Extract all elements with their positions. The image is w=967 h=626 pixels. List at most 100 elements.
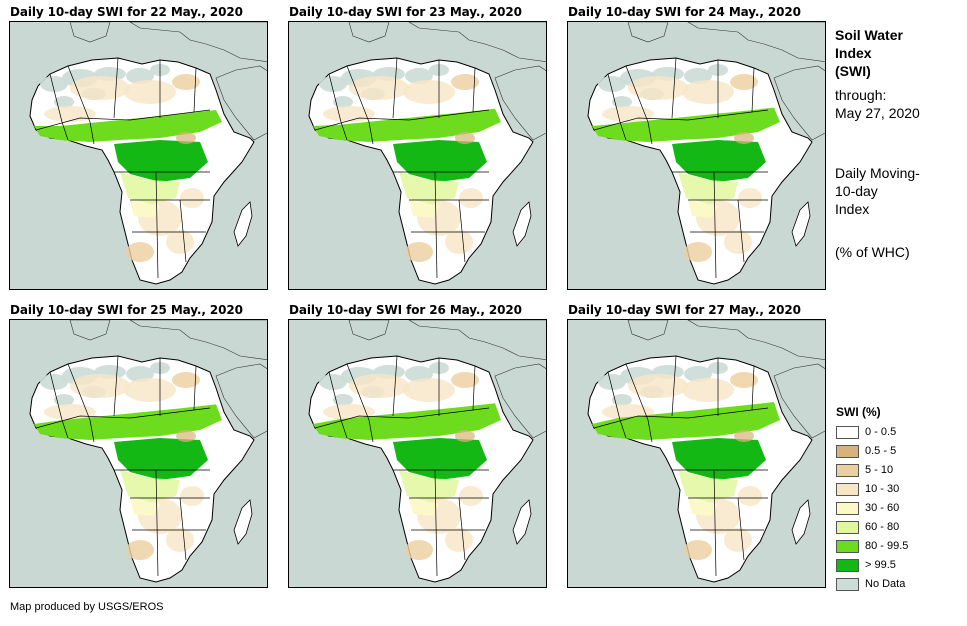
no-data-area xyxy=(612,96,632,108)
country-border xyxy=(61,419,69,439)
madagascar xyxy=(512,201,532,247)
map-panel-6 xyxy=(567,319,826,588)
map-panel-5 xyxy=(288,319,547,588)
dry-soil-area xyxy=(451,74,479,90)
moist-zone xyxy=(399,470,459,502)
dry-soil-area xyxy=(405,242,433,262)
dry-soil-area xyxy=(682,80,734,104)
africa-map xyxy=(308,320,546,583)
legend-label: No Data xyxy=(865,578,906,590)
no-data-area xyxy=(54,96,74,108)
country-border xyxy=(472,67,476,113)
country-border xyxy=(155,171,159,279)
wet-band xyxy=(592,402,780,440)
arabia-land xyxy=(494,65,546,141)
map-credit: Map produced by USGS/EROS xyxy=(10,601,164,613)
legend-swatch xyxy=(836,464,859,477)
country-border xyxy=(368,121,374,145)
description-line: 10-day xyxy=(835,183,878,199)
europe-land xyxy=(408,320,546,361)
dry-soil-area xyxy=(628,374,688,398)
madagascar xyxy=(512,499,532,545)
through-date: May 27, 2020 xyxy=(835,105,920,121)
madagascar xyxy=(791,201,811,247)
country-border xyxy=(113,355,119,417)
arabia-land xyxy=(215,65,267,141)
country-border xyxy=(619,121,627,141)
legend-label: > 99.5 xyxy=(865,559,896,571)
country-border xyxy=(458,199,466,263)
country-border xyxy=(368,419,374,443)
dry-soil-area xyxy=(166,528,194,552)
country-border xyxy=(35,407,211,429)
country-border xyxy=(49,371,63,421)
dry-soil-area xyxy=(126,242,154,262)
legend-label: 10 - 30 xyxy=(865,483,900,495)
country-border xyxy=(619,419,627,439)
congo-wet-zone xyxy=(114,438,208,480)
legend-swatch xyxy=(836,559,859,572)
legend-title: SWI (%) xyxy=(836,405,881,419)
congo-wet-zone xyxy=(114,140,208,182)
dry-soil-area xyxy=(684,540,712,560)
dry-soil-area xyxy=(176,430,196,442)
dry-soil-area xyxy=(455,132,475,144)
europe-land xyxy=(687,320,825,361)
country-border xyxy=(328,371,342,421)
index-title-line: (SWI) xyxy=(835,63,871,79)
country-border xyxy=(340,121,348,141)
dry-soil-area xyxy=(724,230,752,254)
no-data-area xyxy=(54,394,74,406)
dry-soil-area xyxy=(730,74,758,90)
no-data-area xyxy=(612,394,632,406)
moderate-zone xyxy=(688,498,718,516)
country-border xyxy=(340,419,348,439)
country-border xyxy=(458,497,466,561)
panel-title-2: Daily 10-day SWI for 23 May., 2020 xyxy=(289,5,522,19)
no-data-area xyxy=(126,366,154,382)
moderate-zone xyxy=(130,498,160,516)
moderate-zone xyxy=(688,200,718,218)
dry-soil-area xyxy=(44,106,96,122)
country-border xyxy=(625,65,649,123)
africa-map xyxy=(29,22,267,285)
europe-land xyxy=(129,320,267,361)
dry-soil-area xyxy=(602,106,654,122)
no-data-area xyxy=(598,374,626,390)
country-border xyxy=(751,67,755,113)
arabia-land xyxy=(773,65,825,141)
map-panel-3 xyxy=(567,21,826,290)
dry-soil-area xyxy=(682,378,734,402)
country-border xyxy=(593,109,769,131)
legend-label: 0 - 0.5 xyxy=(865,426,897,438)
dry-soil-area xyxy=(451,372,479,388)
dry-soil-area xyxy=(124,80,176,104)
country-border xyxy=(472,365,476,411)
moist-zone xyxy=(120,470,180,502)
dry-soil-area xyxy=(405,540,433,560)
through-label: through: xyxy=(835,87,887,103)
congo-wet-zone xyxy=(393,140,487,182)
iberia-land xyxy=(627,22,669,43)
africa-map xyxy=(587,320,825,583)
arabia-land xyxy=(215,363,267,439)
dry-soil-area xyxy=(734,132,754,144)
moist-zone xyxy=(399,172,459,204)
dry-soil-area xyxy=(445,528,473,552)
legend-swatch xyxy=(836,445,859,458)
congo-wet-zone xyxy=(672,438,766,480)
arabia-land xyxy=(494,363,546,439)
moist-zone xyxy=(120,172,180,204)
index-title: Soil Water Index (SWI) xyxy=(835,26,903,80)
country-border xyxy=(737,199,745,263)
legend-swatch xyxy=(836,426,859,439)
map-panel-2 xyxy=(288,21,547,290)
country-border xyxy=(49,73,63,123)
moderate-zone xyxy=(409,200,439,218)
europe-land xyxy=(687,22,825,63)
country-border xyxy=(607,73,621,123)
country-border xyxy=(179,497,187,561)
country-border xyxy=(179,199,187,263)
country-border xyxy=(434,171,438,279)
country-border xyxy=(346,363,370,421)
